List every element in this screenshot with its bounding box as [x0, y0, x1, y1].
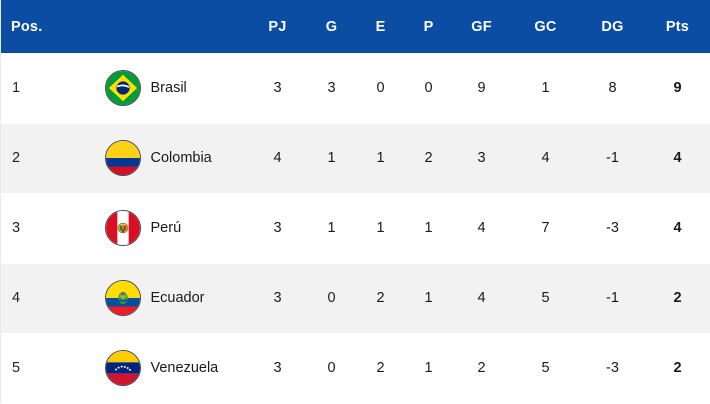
header-gc[interactable]: GC — [534, 18, 557, 35]
flag-venezuela-icon — [104, 350, 141, 387]
row-position: 4 — [0, 263, 53, 334]
row-position: 1 — [0, 53, 53, 124]
team-name: Ecuador — [150, 290, 205, 307]
row-g: 0 — [306, 263, 357, 334]
row-p: 2 — [404, 123, 453, 194]
row-pts: 4 — [644, 193, 710, 264]
header-dg[interactable]: DG — [601, 18, 624, 35]
row-e: 1 — [356, 193, 405, 264]
row-g: 3 — [306, 53, 357, 124]
table-row[interactable]: 2 Colombia 4 1 1 2 3 4 — [0, 123, 710, 194]
row-e: 0 — [356, 53, 405, 124]
row-e: 2 — [356, 263, 405, 334]
row-g: 1 — [306, 123, 357, 194]
header-position[interactable]: Pos. — [11, 18, 43, 35]
flag-peru-icon — [104, 210, 141, 247]
table-row[interactable]: 4 Ecuador — [0, 263, 710, 334]
row-pj: 3 — [248, 193, 307, 264]
row-dg: -3 — [580, 193, 645, 264]
row-position: 2 — [0, 123, 53, 194]
header-g[interactable]: G — [325, 18, 338, 35]
row-e: 1 — [356, 123, 405, 194]
header-gf[interactable]: GF — [471, 18, 492, 35]
team-name: Venezuela — [150, 360, 219, 377]
flag-colombia-icon — [104, 140, 141, 177]
row-team[interactable]: Colombia — [52, 123, 249, 194]
team-name: Perú — [150, 220, 182, 237]
row-pj: 3 — [248, 333, 307, 404]
row-gc: 7 — [510, 193, 581, 264]
row-dg: -1 — [580, 123, 645, 194]
flag-ecuador-icon — [104, 280, 141, 317]
row-pts: 4 — [644, 123, 710, 194]
table-row[interactable]: 1 Brasil 3 3 0 0 9 — [0, 53, 710, 124]
row-team[interactable]: Venezuela — [52, 333, 249, 404]
header-p[interactable]: P — [423, 18, 434, 35]
row-p: 1 — [404, 193, 453, 264]
row-team[interactable]: Perú — [52, 193, 249, 264]
row-gf: 4 — [452, 263, 511, 334]
team-name: Brasil — [150, 79, 187, 96]
header-row: Pos. PJ G E P GF GC DG Pts — [0, 0, 710, 53]
table-row[interactable]: 5 — [0, 333, 710, 404]
row-gc: 4 — [510, 123, 581, 194]
team-name: Colombia — [150, 150, 212, 167]
row-dg: -3 — [580, 333, 645, 404]
row-position: 3 — [0, 193, 53, 264]
flag-brazil-icon — [104, 69, 141, 106]
row-team[interactable]: Brasil — [52, 53, 249, 124]
row-p: 1 — [404, 263, 453, 334]
row-gc: 1 — [510, 53, 581, 124]
row-g: 1 — [306, 193, 357, 264]
table-header: Pos. PJ G E P GF GC DG Pts — [0, 0, 710, 53]
row-p: 0 — [404, 53, 453, 124]
row-gf: 4 — [452, 193, 511, 264]
row-gf: 3 — [452, 123, 511, 194]
table-body: 1 Brasil 3 3 0 0 9 — [0, 53, 710, 404]
row-pj: 3 — [248, 53, 307, 124]
row-gf: 2 — [452, 333, 511, 404]
row-pj: 3 — [248, 263, 307, 334]
row-gc: 5 — [510, 263, 581, 334]
row-position: 5 — [0, 333, 53, 404]
row-dg: 8 — [580, 53, 645, 124]
row-e: 2 — [356, 333, 405, 404]
table-row[interactable]: 3 Perú — [0, 193, 710, 264]
row-pts: 2 — [644, 333, 710, 404]
row-pj: 4 — [248, 123, 307, 194]
header-pts[interactable]: Pts — [665, 18, 690, 35]
header-pj[interactable]: PJ — [268, 18, 287, 35]
row-pts: 2 — [644, 263, 710, 334]
row-dg: -1 — [580, 263, 645, 334]
row-pts: 9 — [644, 53, 710, 124]
row-gc: 5 — [510, 333, 581, 404]
row-team[interactable]: Ecuador — [52, 263, 249, 334]
header-e[interactable]: E — [375, 18, 386, 35]
row-g: 0 — [306, 333, 357, 404]
row-gf: 9 — [452, 53, 511, 124]
row-p: 1 — [404, 333, 453, 404]
header-team — [53, 0, 249, 53]
